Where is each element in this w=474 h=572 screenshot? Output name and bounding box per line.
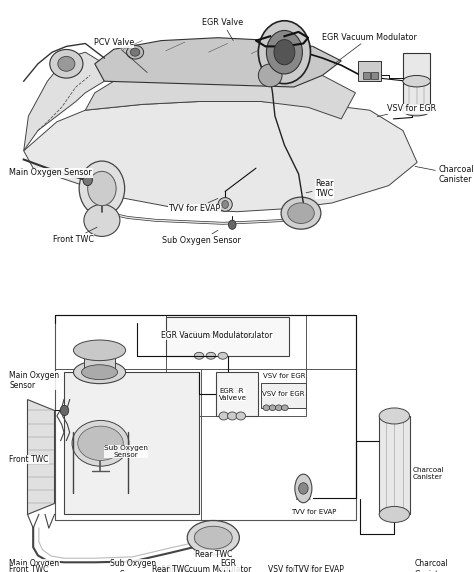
Ellipse shape: [228, 412, 237, 420]
Text: Main Oxygen
Sensor: Main Oxygen Sensor: [9, 371, 60, 390]
Text: Charcoal
Canister: Charcoal Canister: [415, 165, 474, 184]
Text: Sub Oxygen Sensor: Sub Oxygen Sensor: [162, 231, 241, 245]
Text: EGR
Valve: EGR Valve: [228, 388, 246, 400]
Ellipse shape: [282, 405, 288, 411]
Ellipse shape: [58, 57, 75, 72]
Circle shape: [88, 172, 116, 206]
Ellipse shape: [194, 526, 232, 549]
Polygon shape: [27, 400, 55, 514]
Text: Sub Oxygen
Sensor: Sub Oxygen Sensor: [109, 559, 156, 572]
Bar: [55, 370, 356, 520]
Circle shape: [83, 174, 92, 185]
Ellipse shape: [275, 405, 282, 411]
Ellipse shape: [263, 405, 270, 411]
Circle shape: [228, 220, 236, 229]
Circle shape: [222, 200, 228, 208]
Circle shape: [258, 21, 310, 84]
Bar: [261, 383, 306, 408]
Ellipse shape: [72, 420, 129, 466]
Text: EGR Vacuum Modulator: EGR Vacuum Modulator: [161, 331, 251, 340]
Text: VSV for EGR: VSV for EGR: [377, 104, 436, 117]
Bar: [358, 61, 381, 81]
Circle shape: [299, 483, 308, 494]
Circle shape: [274, 39, 295, 65]
Text: EGR Vacuum Modulator: EGR Vacuum Modulator: [322, 33, 417, 64]
Bar: [84, 350, 115, 372]
Text: TVV for EVAP: TVV for EVAP: [292, 509, 337, 515]
Bar: [166, 315, 306, 416]
Ellipse shape: [130, 48, 140, 56]
Bar: [379, 416, 410, 514]
Text: VSV for EGR: VSV for EGR: [268, 565, 314, 572]
Ellipse shape: [379, 408, 410, 424]
Ellipse shape: [78, 426, 123, 460]
Bar: [363, 72, 370, 79]
Bar: [216, 372, 258, 416]
Ellipse shape: [288, 203, 314, 224]
Text: Front TWC: Front TWC: [9, 455, 49, 464]
Text: EGR Valve: EGR Valve: [202, 18, 243, 41]
Text: VSV for EGR: VSV for EGR: [263, 374, 306, 379]
Text: Main Oxygen
Sensor: Main Oxygen Sensor: [9, 559, 60, 572]
Text: VSV for EGR: VSV for EGR: [262, 391, 305, 397]
Ellipse shape: [194, 352, 204, 359]
Ellipse shape: [50, 50, 83, 78]
Text: EGR Vacuum Modulator: EGR Vacuum Modulator: [182, 331, 273, 340]
Circle shape: [60, 406, 69, 416]
Circle shape: [266, 30, 302, 74]
Bar: [166, 317, 289, 356]
Ellipse shape: [258, 64, 282, 87]
Text: Front TWC: Front TWC: [9, 565, 49, 572]
Text: Front TWC: Front TWC: [53, 227, 97, 244]
Circle shape: [79, 161, 125, 216]
Text: TVV for EVAP: TVV for EVAP: [168, 198, 220, 213]
Ellipse shape: [218, 197, 232, 211]
Polygon shape: [85, 70, 356, 119]
Ellipse shape: [236, 412, 246, 420]
Text: Rear
TWC: Rear TWC: [306, 179, 334, 198]
Text: Charcoal
Canister: Charcoal Canister: [412, 467, 444, 480]
Text: Sub Oxygen
Sensor: Sub Oxygen Sensor: [104, 445, 147, 458]
Ellipse shape: [295, 474, 312, 503]
Ellipse shape: [403, 76, 430, 87]
Polygon shape: [24, 52, 104, 151]
Ellipse shape: [269, 405, 276, 411]
Bar: [371, 72, 378, 79]
Text: PCV Valve: PCV Valve: [94, 38, 147, 73]
Ellipse shape: [281, 197, 321, 229]
Bar: [403, 53, 430, 110]
Ellipse shape: [82, 365, 118, 380]
Ellipse shape: [73, 340, 126, 360]
Bar: [64, 372, 199, 514]
Polygon shape: [95, 38, 341, 87]
Text: TVV for EVAP: TVV for EVAP: [294, 565, 344, 572]
Ellipse shape: [206, 352, 216, 359]
Text: Main Oxygen Sensor: Main Oxygen Sensor: [9, 168, 92, 177]
Text: EGR
Valve: EGR Valve: [219, 388, 238, 400]
Text: EGR
Valve: EGR Valve: [220, 559, 241, 572]
Polygon shape: [24, 101, 417, 212]
Ellipse shape: [84, 204, 120, 236]
Ellipse shape: [73, 361, 126, 384]
Text: EGR Vacuum Modulator: EGR Vacuum Modulator: [161, 565, 251, 572]
Text: Charcoal
Canister: Charcoal Canister: [415, 559, 448, 572]
Ellipse shape: [403, 105, 430, 116]
Bar: [55, 370, 201, 520]
Ellipse shape: [219, 412, 228, 420]
Ellipse shape: [379, 506, 410, 522]
Ellipse shape: [218, 352, 228, 359]
Ellipse shape: [187, 521, 239, 555]
Ellipse shape: [127, 45, 144, 59]
Text: Rear TWC: Rear TWC: [152, 565, 189, 572]
Text: Rear TWC: Rear TWC: [195, 550, 232, 559]
Bar: [55, 315, 356, 520]
